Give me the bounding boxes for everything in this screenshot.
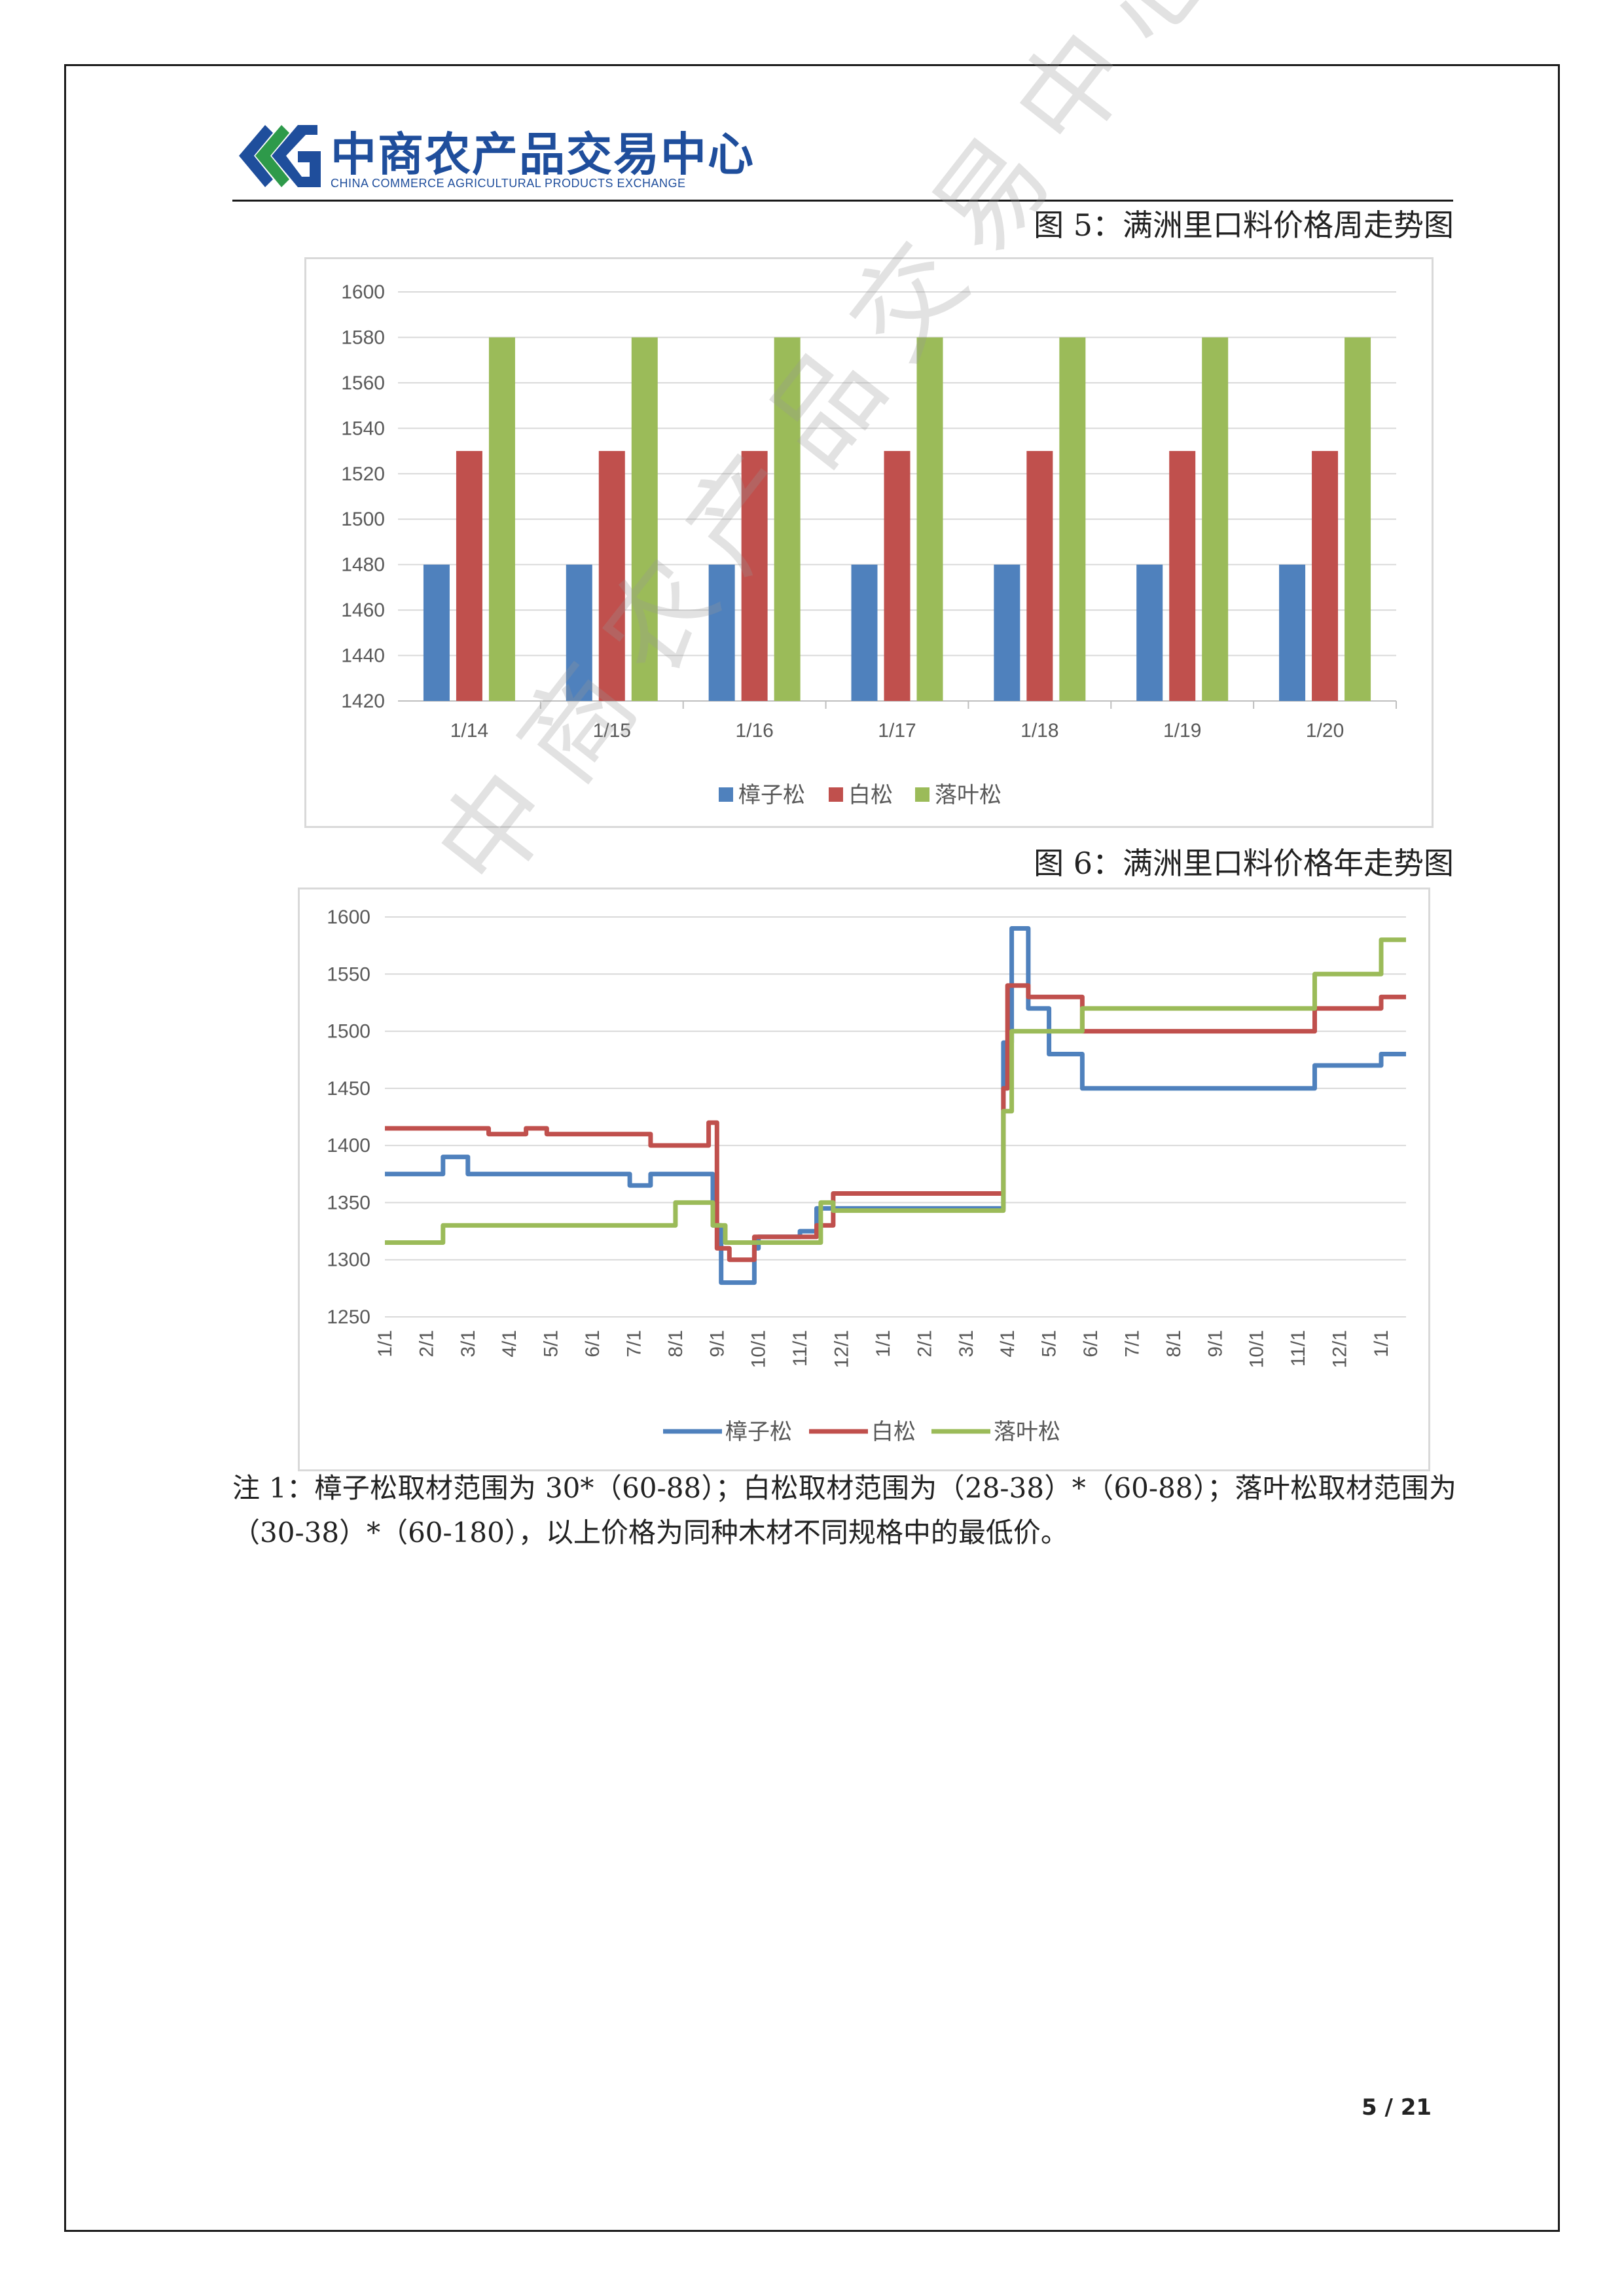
- bar-白松: [456, 451, 482, 701]
- x-tick-label: 12/1: [831, 1330, 853, 1368]
- y-tick-label: 1300: [327, 1249, 370, 1271]
- series-line-落叶松: [385, 937, 1406, 1245]
- y-tick-label: 1500: [341, 509, 385, 530]
- page-border: [64, 64, 1560, 2232]
- weekly-price-chart-svg: 1420 1440 1460 1480 1500 1520 1540 1560 1580 1600…: [341, 281, 1397, 808]
- x-tick-label: 4/1: [997, 1330, 1019, 1357]
- bar-落叶松: [916, 337, 943, 701]
- y-tick-label: 1600: [327, 906, 370, 928]
- x-tick-label: 1/1: [873, 1330, 894, 1357]
- note-text: 注 1：樟子松取材范围为 30*（60-88）；白松取材范围为（28-38）*（…: [232, 1472, 1456, 1549]
- x-tick-label: 10/1: [748, 1330, 770, 1368]
- x-tick-label: 9/1: [706, 1330, 728, 1357]
- y-tick-label: 1500: [327, 1021, 370, 1043]
- x-tick-label: 1/14: [450, 720, 488, 742]
- x-tick-label: 11/1: [789, 1330, 811, 1367]
- y-tick-label: 1460: [341, 600, 385, 621]
- y-tick-label: 1350: [327, 1192, 370, 1213]
- x-tick-label: 6/1: [582, 1330, 604, 1357]
- yearly-price-chart-svg: 1250 1300 1350 1400 1450 1500 1550 1600 1/1 2/1 3/…: [327, 906, 1406, 1445]
- bar-落叶松: [774, 337, 801, 701]
- x-tick-label: 5/1: [1039, 1330, 1060, 1357]
- series-line-白松: [385, 983, 1406, 1263]
- bar-落叶松: [1059, 337, 1086, 701]
- legend-label: 白松: [848, 782, 893, 808]
- bar-樟子松: [423, 564, 450, 701]
- x-tick-label: 6/1: [1080, 1330, 1102, 1357]
- x-tick-label: 1/1: [374, 1330, 396, 1357]
- y-tick-label: 1480: [341, 554, 385, 576]
- x-tick-label: 1/20: [1306, 720, 1344, 742]
- legend-label: 樟子松: [738, 782, 805, 808]
- x-tick-label: 12/1: [1329, 1330, 1351, 1368]
- bar-落叶松: [1344, 337, 1371, 701]
- x-tick-label: 1/19: [1163, 720, 1201, 742]
- y-tick-label: 1440: [341, 645, 385, 667]
- bar-白松: [598, 451, 625, 701]
- series-line-樟子松: [385, 926, 1406, 1285]
- bar-樟子松: [1136, 564, 1163, 701]
- x-tick-label: 4/1: [499, 1330, 520, 1357]
- legend-label: 落叶松: [994, 1419, 1060, 1445]
- x-tick-label: 10/1: [1246, 1330, 1268, 1368]
- logo-icon: [239, 125, 321, 187]
- page-number: 5 / 21: [1362, 2094, 1432, 2121]
- figure6-title: 图 6：满洲里口料价格年走势图: [1034, 846, 1454, 881]
- bar-白松: [1312, 451, 1339, 701]
- y-tick-label: 1580: [341, 327, 385, 348]
- y-tick-label: 1400: [327, 1135, 370, 1157]
- x-tick-label: 5/1: [541, 1330, 562, 1357]
- x-tick-label: 1/16: [735, 720, 773, 742]
- y-tick-label: 1600: [341, 281, 385, 303]
- bar-樟子松: [1279, 564, 1306, 701]
- y-tick-label: 1540: [341, 418, 385, 439]
- bar-白松: [1169, 451, 1196, 701]
- legend-label: 樟子松: [725, 1419, 792, 1445]
- figure5-title: 图 5：满洲里口料价格周走势图: [1034, 207, 1454, 243]
- x-tick-label: 1/1: [1371, 1330, 1392, 1357]
- weekly-price-chart: 1420 1440 1460 1480 1500 1520 1540 1560 1580 1600…: [304, 257, 1434, 828]
- legend-label: 落叶松: [935, 782, 1001, 808]
- yearly-price-chart: 1250 1300 1350 1400 1450 1500 1550 1600 1/1 2/1 3/…: [298, 888, 1430, 1471]
- x-tick-label: 2/1: [416, 1330, 437, 1357]
- bar-落叶松: [488, 337, 515, 701]
- legend-swatch-落叶松: [915, 787, 929, 802]
- x-tick-label: 9/1: [1204, 1330, 1226, 1357]
- x-tick-label: 1/18: [1020, 720, 1058, 742]
- legend-swatch-白松: [829, 787, 843, 802]
- bar-落叶松: [631, 337, 658, 701]
- header: 中商农产品交易中心 CHINA COMMERCE AGRICULTURAL PR…: [232, 117, 1453, 202]
- y-tick-label: 1560: [341, 372, 385, 394]
- logo-text-en: CHINA COMMERCE AGRICULTURAL PRODUCTS EXC…: [331, 177, 686, 190]
- bar-樟子松: [708, 564, 735, 701]
- y-tick-label: 1250: [327, 1306, 370, 1328]
- x-tick-label: 7/1: [1121, 1330, 1143, 1357]
- x-tick-label: 8/1: [665, 1330, 687, 1357]
- bar-樟子松: [566, 564, 592, 701]
- y-tick-label: 1420: [341, 691, 385, 712]
- bar-樟子松: [994, 564, 1020, 701]
- logo-text-cn: 中商农产品交易中心: [331, 128, 755, 181]
- bar-白松: [741, 451, 768, 701]
- legend-swatch-樟子松: [719, 787, 733, 802]
- header-rule: [232, 200, 1453, 202]
- x-tick-label: 1/15: [593, 720, 631, 742]
- x-tick-label: 8/1: [1163, 1330, 1185, 1357]
- legend-label: 白松: [871, 1419, 916, 1445]
- x-tick-label: 2/1: [914, 1330, 935, 1357]
- x-tick-label: 7/1: [623, 1330, 645, 1357]
- x-tick-label: 3/1: [458, 1330, 479, 1357]
- x-tick-label: 11/1: [1288, 1330, 1309, 1367]
- bar-白松: [1026, 451, 1053, 701]
- x-tick-label: 3/1: [956, 1330, 977, 1357]
- bar-白松: [884, 451, 911, 701]
- y-tick-label: 1450: [327, 1078, 370, 1100]
- y-tick-label: 1520: [341, 463, 385, 485]
- bar-樟子松: [851, 564, 878, 701]
- y-tick-label: 1550: [327, 963, 370, 985]
- x-tick-label: 1/17: [878, 720, 916, 742]
- bar-落叶松: [1202, 337, 1229, 701]
